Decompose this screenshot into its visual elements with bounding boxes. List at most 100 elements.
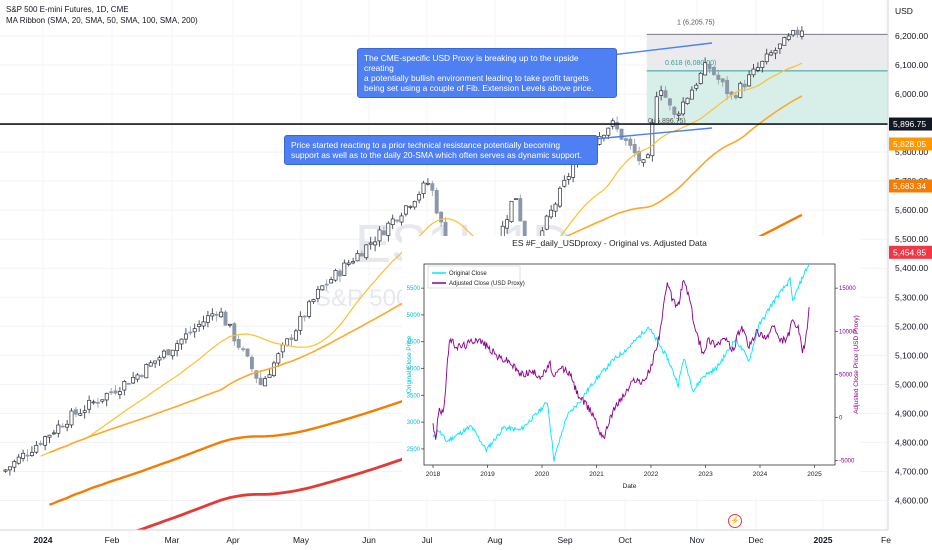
candle-body <box>254 370 259 379</box>
candle-body <box>183 333 188 340</box>
callout-usd-proxy[interactable]: The CME-specific USD Proxy is breaking u… <box>357 48 617 98</box>
candle-body <box>166 349 171 356</box>
price-badge <box>889 117 932 131</box>
candle-body <box>707 63 712 70</box>
candle-body <box>381 230 386 236</box>
candle-body <box>597 135 602 145</box>
currency-label: USD <box>895 6 913 16</box>
price-tick: 5,300.00 <box>895 292 928 302</box>
candle-body <box>109 391 114 394</box>
candle-body <box>390 218 395 226</box>
candle-body <box>188 331 193 334</box>
callout-line: being set using a couple of Fib. Extensi… <box>364 83 594 93</box>
candle-body <box>320 285 325 291</box>
inset-x-tick-label: 2024 <box>753 471 768 478</box>
price-tick: 5,800.00 <box>895 147 928 157</box>
candle-body <box>21 452 26 459</box>
candle-body <box>175 343 180 352</box>
price-tick: 5,200.00 <box>895 321 928 331</box>
inset-right-tick-label: 0 <box>839 416 843 422</box>
candle-body <box>421 182 426 195</box>
inset-left-tick-label: 2500 <box>407 447 421 453</box>
price-badge-label: 5,683.34 <box>893 181 926 191</box>
candle-body <box>131 376 136 384</box>
price-tick: 4,900.00 <box>895 408 928 418</box>
candle-body <box>698 72 703 85</box>
candle-body <box>720 78 725 83</box>
inset-title: ES #F_daily_USDproxy - Original vs. Adju… <box>512 238 707 248</box>
time-tick: Jul <box>422 535 433 545</box>
candle-body <box>742 83 747 88</box>
candle-body <box>139 375 144 377</box>
inset-frame <box>423 263 836 466</box>
candle-body <box>117 391 122 395</box>
time-tick: 2025 <box>814 535 833 545</box>
candle-body <box>258 377 263 386</box>
price-tick: 5,600.00 <box>895 205 928 215</box>
time-tick: Oct <box>618 535 632 545</box>
candle-body <box>179 338 184 345</box>
candle-body <box>82 410 87 413</box>
inset-right-tick-label: -5000 <box>839 459 855 465</box>
inset-legend-label: Original Close <box>449 271 487 277</box>
candle-body <box>135 374 140 380</box>
inset-chart: ES #F_daily_USDproxy - Original vs. Adju… <box>402 236 860 498</box>
candle-body <box>161 350 166 358</box>
candle-body <box>549 209 554 218</box>
time-tick: Aug <box>487 535 502 545</box>
candle-body <box>153 360 158 364</box>
candle-body <box>408 205 413 208</box>
candle-body <box>623 138 628 141</box>
candle-body <box>430 183 435 191</box>
candle-body <box>760 60 765 68</box>
candle-body <box>628 138 633 146</box>
inset-left-tick-label: 4000 <box>407 367 421 373</box>
callout-line: Price started reacting to a prior techni… <box>291 140 561 150</box>
price-tick: 5,100.00 <box>895 350 928 360</box>
candle-body <box>641 159 646 164</box>
callout-support[interactable]: Price started reacting to a prior techni… <box>284 135 598 165</box>
candle-body <box>249 356 254 370</box>
candle-body <box>355 253 360 262</box>
candle-body <box>51 432 56 435</box>
candle-body <box>47 434 52 438</box>
candle-body <box>12 461 17 468</box>
candle-body <box>412 200 417 208</box>
indicator-title[interactable]: MA Ribbon (SMA, 20, SMA, 50, SMA, 100, S… <box>6 16 198 25</box>
tradingview-lightning-icon[interactable]: ⚡ <box>728 514 742 528</box>
candle-body <box>91 401 96 404</box>
candle-body <box>104 392 109 401</box>
candle-body <box>505 219 510 229</box>
candle-body <box>34 444 39 453</box>
candle-body <box>223 311 228 326</box>
candle-body <box>747 74 752 87</box>
candle-body <box>637 150 642 162</box>
candle-body <box>773 50 778 54</box>
time-tick: May <box>293 535 310 545</box>
candle-body <box>733 95 738 99</box>
candle-body <box>113 390 118 394</box>
candle-body <box>293 330 298 341</box>
candle-body <box>544 215 549 230</box>
candle-body <box>557 187 562 207</box>
candle-body <box>403 205 408 215</box>
candle-body <box>16 456 21 464</box>
time-tick: 2024 <box>34 535 53 545</box>
price-tick: 5,000.00 <box>895 379 928 389</box>
time-tick: Jun <box>362 535 376 545</box>
candle-body <box>302 315 307 318</box>
candle-body <box>144 364 149 379</box>
price-badge-label: 5,828.05 <box>893 139 926 149</box>
candle-body <box>201 321 206 327</box>
callout-pointer <box>583 127 713 141</box>
candle-body <box>210 313 215 317</box>
candle-body <box>298 316 303 331</box>
callout-pointer <box>602 42 713 57</box>
candle-body <box>632 144 637 154</box>
candle-body <box>122 381 127 391</box>
sma20-line <box>40 62 803 457</box>
price-tick: 6,100.00 <box>895 60 928 70</box>
candle-body <box>513 198 518 201</box>
candle-body <box>751 68 756 76</box>
